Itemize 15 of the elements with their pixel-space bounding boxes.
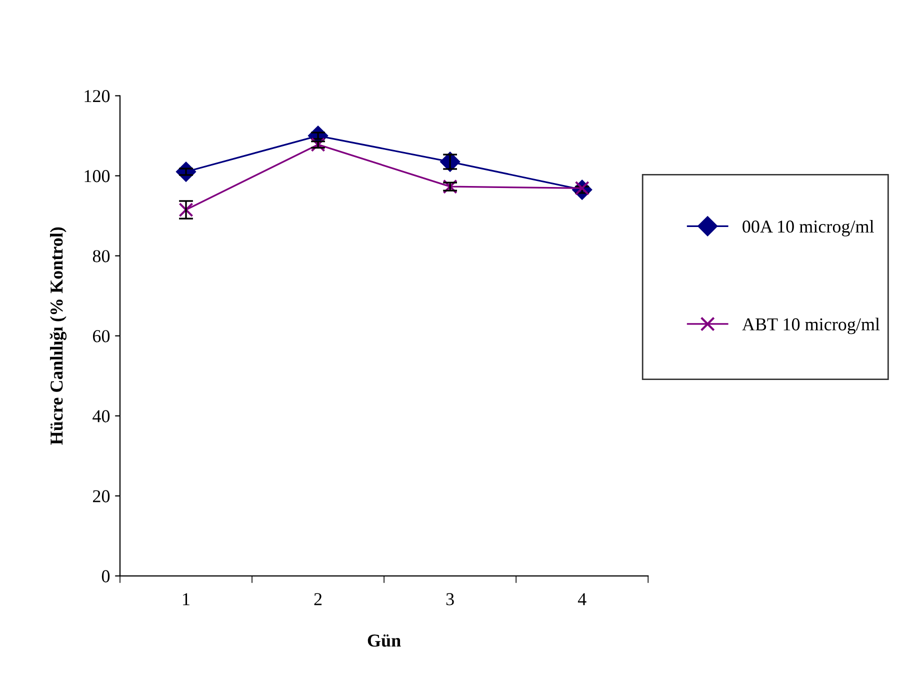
y-tick-label: 40 <box>92 410 110 422</box>
y-tick-label: 120 <box>84 90 110 102</box>
x-tick-label: 1 <box>183 593 190 606</box>
legend-label: ABT 10 microg/ml <box>742 318 880 334</box>
x-tick-label: 4 <box>578 593 586 606</box>
y-axis-title: Hücre Canlılığı (% Kontrol) <box>50 227 67 445</box>
y-tick-label: 100 <box>84 170 110 182</box>
legend-label: 00A 10 microg/ml <box>742 220 874 236</box>
x-tick-label: 3 <box>446 593 454 606</box>
x-axis-title: Gün <box>368 634 401 647</box>
y-tick-label: 20 <box>93 490 110 502</box>
x-tick-label: 2 <box>314 593 322 606</box>
y-tick-label: 0 <box>102 570 110 582</box>
y-tick-label: 80 <box>92 250 110 262</box>
y-tick-label: 60 <box>92 330 110 342</box>
